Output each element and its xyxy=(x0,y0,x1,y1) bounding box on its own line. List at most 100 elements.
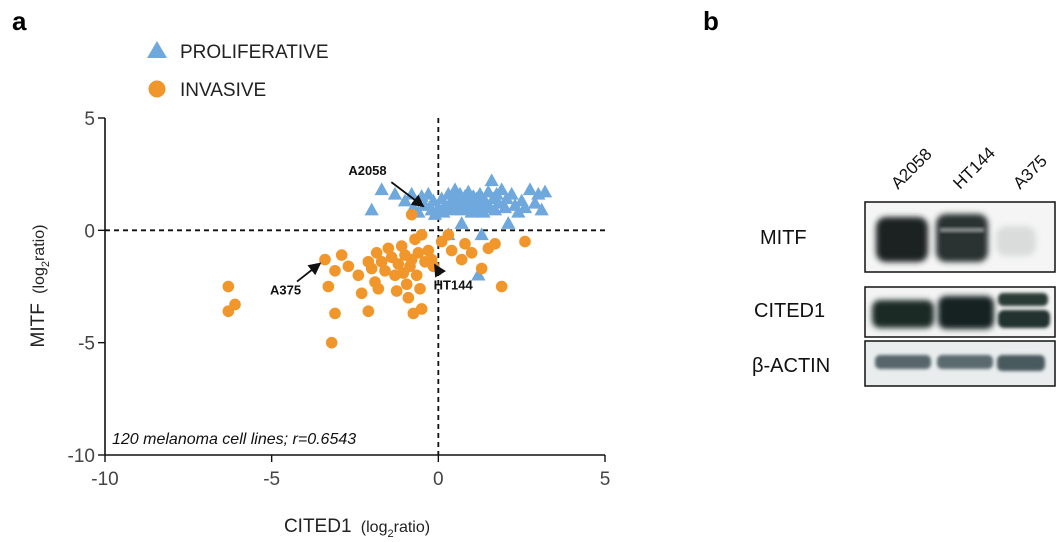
x-axis-title-unit-post: ratio) xyxy=(394,519,430,536)
data-point-triangle xyxy=(397,193,413,207)
data-point-triangle xyxy=(387,186,403,200)
annotation-arrow xyxy=(390,181,425,208)
y-axis-title: MITF (log2ratio) xyxy=(28,225,52,348)
data-point-circle xyxy=(445,244,458,257)
y-axis-title-unit-pre: (log xyxy=(31,267,48,294)
annotation-label: A375 xyxy=(270,283,301,298)
x-tick-label: -5 xyxy=(263,469,280,490)
data-point-triangle xyxy=(537,184,553,198)
data-point-triangle xyxy=(494,182,509,196)
y-axis-title-unit-post: ratio) xyxy=(31,225,48,261)
annotations: A2058 A375 HT144 xyxy=(270,163,473,297)
data-point-circle xyxy=(392,258,405,270)
annotation-label: HT144 xyxy=(434,278,474,293)
data-point-triangle xyxy=(454,216,469,229)
data-point-circle xyxy=(342,260,355,273)
data-point-triangle xyxy=(471,267,486,281)
scatter-plot: 5 0 -5 -10-10 -5 0 5 A2058 A375 HT144 120 melano… xyxy=(68,109,611,490)
data-point-circle xyxy=(405,208,418,221)
y-tick-label: 0 xyxy=(84,221,95,242)
data-point-circle xyxy=(325,336,338,349)
data-point-circle xyxy=(319,253,331,266)
data-point-circle xyxy=(335,249,348,261)
data-point-circle xyxy=(390,285,403,297)
data-point-triangle xyxy=(374,182,389,196)
data-point-circle xyxy=(402,291,415,304)
data-point-circle xyxy=(442,229,455,241)
x-axis-title-unit-pre: (log xyxy=(361,519,388,536)
data-point-circle xyxy=(489,238,501,250)
data-point-triangle xyxy=(517,200,533,214)
x-tick-label: 5 xyxy=(600,469,611,490)
data-point-circle xyxy=(495,280,508,293)
y-tick-label: 5 xyxy=(84,109,95,130)
data-point-circle xyxy=(519,235,531,248)
data-point-circle xyxy=(415,229,428,241)
data-point-circle xyxy=(362,305,375,318)
western-blot: A2058 HT144 A375 MITF CITED1 β-ACTIN xyxy=(752,143,1056,387)
annotation-ht144: HT144 xyxy=(433,263,474,293)
lane-labels: A2058 HT144 A375 xyxy=(887,143,1051,193)
blot-bands-cited1 xyxy=(872,293,1050,329)
y-tick-label: -10 xyxy=(68,446,95,467)
annotation-label: A2058 xyxy=(348,163,386,178)
blot-label-actin: β-ACTIN xyxy=(752,355,830,377)
data-point-circle xyxy=(422,244,435,257)
data-point-circle xyxy=(475,262,488,275)
data-point-circle xyxy=(329,307,341,320)
data-point-triangle xyxy=(476,204,491,218)
legend-triangle-icon xyxy=(147,41,167,58)
data-point-circle xyxy=(459,238,471,250)
data-point-circle xyxy=(322,280,335,293)
data-point-triangle xyxy=(491,195,506,209)
x-axis-title: CITED1 (log2ratio) xyxy=(284,516,430,540)
legend-circle-icon xyxy=(148,80,166,98)
blot-bands-actin xyxy=(875,355,1045,371)
data-point-circle xyxy=(352,269,365,282)
data-point-triangle xyxy=(527,195,543,209)
data-point-circle xyxy=(370,247,383,259)
legend-label-invasive: INVASIVE xyxy=(180,80,266,101)
data-point-circle xyxy=(372,282,385,295)
data-point-circle xyxy=(379,264,391,277)
x-axis-title-main: CITED1 xyxy=(284,516,352,537)
data-point-triangle xyxy=(484,173,499,187)
panel-letter-b: b xyxy=(703,6,719,36)
data-point-circle xyxy=(400,278,413,291)
lane-label-a2058: A2058 xyxy=(887,145,935,193)
data-point-triangle xyxy=(474,227,489,241)
data-point-triangle xyxy=(534,202,549,216)
x-axis-title-unit-sub: 2 xyxy=(387,528,393,540)
data-point-triangle xyxy=(501,216,516,229)
y-axis-title-unit-sub: 2 xyxy=(40,261,52,267)
data-point-circle xyxy=(395,240,408,252)
annotation-a2058: A2058 xyxy=(348,163,425,208)
blot-label-cited1: CITED1 xyxy=(754,300,825,322)
y-axis-title-main: MITF xyxy=(28,303,49,347)
legend: PROLIFERATIVE INVASIVE xyxy=(147,41,329,101)
data-point-triangle xyxy=(522,182,538,196)
data-point-triangle xyxy=(364,202,379,216)
x-tick-label: -10 xyxy=(91,469,118,490)
data-point-triangle xyxy=(511,204,526,218)
annotation-a375: A375 xyxy=(270,262,322,298)
data-point-circle xyxy=(455,253,468,266)
annotation-arrow xyxy=(433,263,446,278)
data-point-circle xyxy=(382,242,395,255)
series-invasive xyxy=(222,208,531,349)
lane-label-a375: A375 xyxy=(1009,151,1051,193)
corner-note: 120 melanoma cell lines; r=0.6543 xyxy=(112,431,356,448)
annotation-arrow xyxy=(296,262,322,283)
data-point-circle xyxy=(375,255,388,268)
data-point-triangle xyxy=(504,186,519,200)
x-tick-label: 0 xyxy=(433,469,444,490)
axes: 5 0 -5 -10-10 -5 0 5 xyxy=(68,109,611,490)
legend-label-proliferative: PROLIFERATIVE xyxy=(180,42,329,63)
data-point-circle xyxy=(415,303,428,315)
data-point-circle xyxy=(229,298,241,311)
y-tick-label: -5 xyxy=(78,334,95,355)
data-point-circle xyxy=(222,280,235,293)
data-point-triangle xyxy=(417,198,433,211)
data-point-circle xyxy=(329,264,341,277)
data-point-circle xyxy=(465,247,478,259)
